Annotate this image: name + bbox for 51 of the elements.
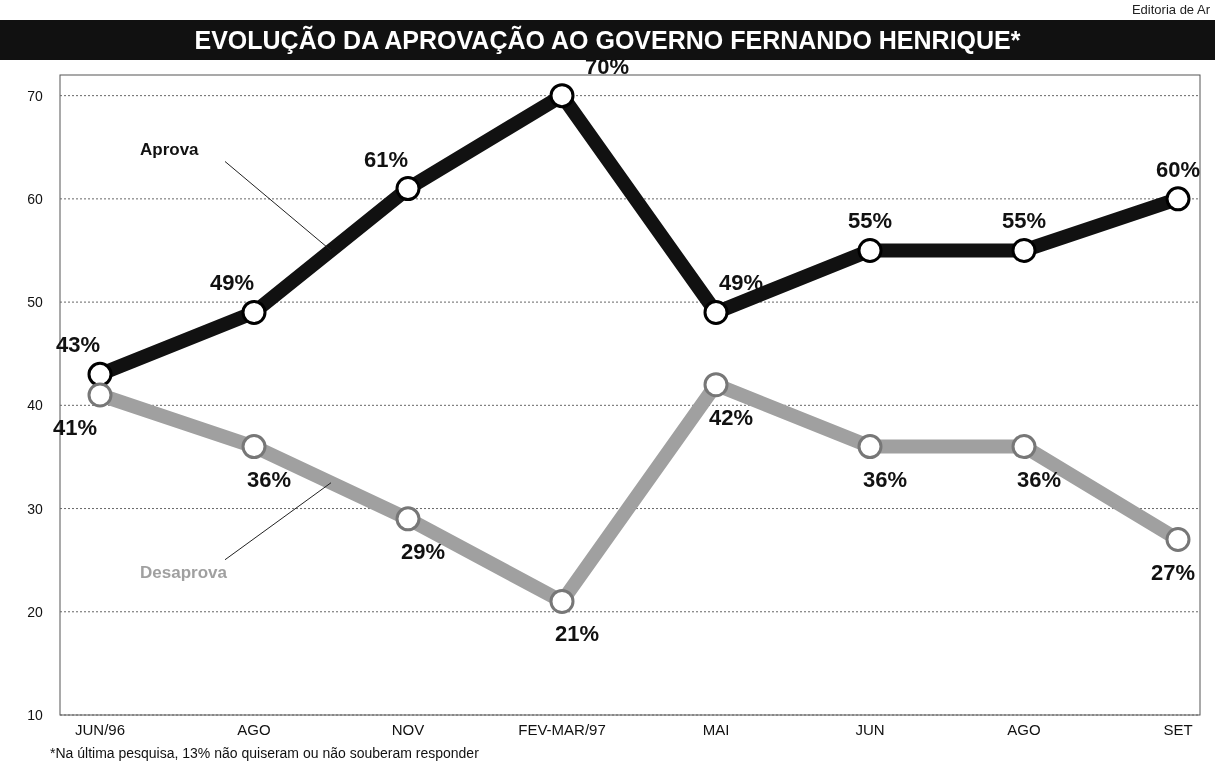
text: *Na última pesquisa, 13% não quiseram ou não souberam responder <box>50 745 480 761</box>
point <box>703 372 729 398</box>
data-label: 49% <box>209 270 255 296</box>
point <box>241 299 267 325</box>
x-tick-label: FEV-MAR/97 <box>518 721 606 738</box>
data-label: 55% <box>1001 208 1047 234</box>
data-label: 36% <box>862 466 908 492</box>
text: Desaprova <box>140 562 228 582</box>
point <box>1165 186 1191 212</box>
data-label: 21% <box>554 621 600 647</box>
point <box>395 176 421 202</box>
x-tick-label: SET <box>1163 721 1193 738</box>
x-tick-label: JUN/96 <box>74 721 126 738</box>
point <box>1165 527 1191 553</box>
point <box>857 237 883 263</box>
chart-title: EVOLUÇÃO DA APROVAÇÃO AO GOVERNO FERNANDO HENRIQUE* <box>194 25 1021 54</box>
point <box>1011 434 1037 460</box>
data-label: 49% <box>718 270 764 296</box>
data-label: 29% <box>400 538 446 564</box>
point <box>1011 237 1037 263</box>
point <box>703 299 729 325</box>
data-label: 36% <box>1016 466 1062 492</box>
point <box>87 361 113 387</box>
point <box>395 506 421 532</box>
y-tick-label: 20 <box>27 603 43 620</box>
text: Editoria de Ar <box>1131 2 1211 17</box>
y-tick-label: 10 <box>27 707 43 723</box>
data-label: 61% <box>363 146 409 172</box>
point <box>549 588 575 614</box>
x-tick-label: AGO <box>237 721 271 738</box>
y-tick-label: 60 <box>27 190 43 207</box>
point <box>241 434 267 460</box>
point <box>549 83 575 109</box>
data-label: 55% <box>847 208 893 234</box>
data-label: 60% <box>1155 156 1201 182</box>
x-tick-label: AGO <box>1007 721 1041 738</box>
data-label: 43% <box>55 332 101 358</box>
text: Aprova <box>140 140 200 160</box>
data-label: 42% <box>708 404 754 430</box>
data-label: 36% <box>246 466 292 492</box>
data-label: 27% <box>1150 559 1196 585</box>
y-tick-label: 50 <box>27 294 43 311</box>
y-tick-label: 30 <box>27 500 43 517</box>
data-label: 41% <box>52 415 98 440</box>
point <box>857 434 883 460</box>
point <box>87 382 113 408</box>
x-tick-label: NOV <box>391 721 425 738</box>
x-tick-label: JUN <box>855 721 885 738</box>
x-tick-label: MAI <box>702 721 730 738</box>
y-tick-label: 70 <box>27 87 43 104</box>
y-tick-label: 40 <box>27 397 43 414</box>
